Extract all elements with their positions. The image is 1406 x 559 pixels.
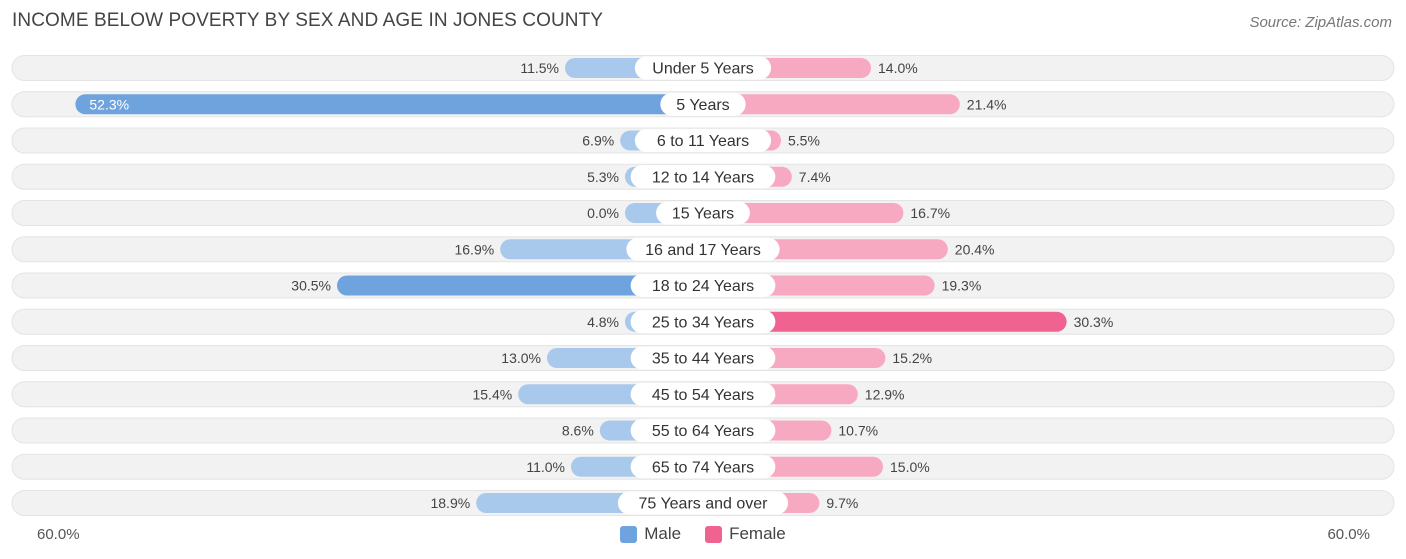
value-label-male: 0.0% [587,205,619,221]
category-pill [634,129,772,152]
category-pill [630,382,776,406]
value-label-female: 10.7% [838,423,878,439]
value-label-female: 9.7% [826,495,858,511]
value-label-male: 6.9% [582,133,614,149]
bar-female [703,311,1067,332]
category-label: 45 to 54 Years [652,387,754,404]
category-pill [630,274,776,297]
category-pill [630,455,776,479]
category-label: 25 to 34 Years [652,314,754,331]
category-label: Under 5 Years [652,61,753,78]
value-label-male: 52.3% [89,96,129,112]
category-label: 55 to 64 Years [652,423,754,440]
value-label-male: 4.8% [587,314,619,330]
bar-female [703,94,960,115]
category-pill [626,237,780,261]
legend-swatch-female [705,525,723,543]
legend-item-male[interactable]: Male [620,524,681,544]
category-pill [660,92,746,116]
legend-label-male: Male [644,524,682,543]
value-label-female: 12.9% [865,386,905,402]
category-pill [617,491,789,515]
value-label-male: 18.9% [430,495,470,511]
value-label-male: 8.6% [562,423,594,439]
bar-male [75,94,703,115]
category-pill [656,201,750,225]
bar-male [337,275,703,296]
value-label-female: 21.4% [967,96,1007,112]
category-pill [634,56,772,80]
category-label: 12 to 14 Years [652,169,754,186]
value-label-male: 16.9% [454,241,494,257]
category-label: 18 to 24 Years [652,278,754,295]
category-label: 35 to 44 Years [652,351,754,368]
category-label: 15 Years [672,206,734,223]
legend: Male Female [0,524,1406,544]
axis-left-label: 60.0% [37,526,80,543]
chart-title: INCOME BELOW POVERTY BY SEX AND AGE IN J… [12,10,604,31]
value-label-female: 15.0% [890,459,930,475]
value-label-male: 30.5% [291,278,331,294]
value-label-male: 13.0% [501,350,541,366]
category-label: 75 Years and over [639,496,769,513]
legend-item-female[interactable]: Female [705,524,786,544]
value-label-female: 5.5% [788,133,820,149]
value-label-male: 11.5% [520,60,559,76]
category-label: 6 to 11 Years [657,133,749,150]
category-pill [630,310,776,334]
value-label-female: 16.7% [910,205,950,221]
value-label-male: 11.0% [526,459,565,475]
legend-label-female: Female [729,524,786,543]
value-label-male: 15.4% [472,386,512,402]
value-label-female: 7.4% [799,169,831,185]
bar-female [703,203,904,223]
value-label-male: 5.3% [587,169,619,185]
axis-right-label: 60.0% [1327,526,1370,543]
category-pill [630,165,776,189]
value-label-female: 19.3% [942,278,982,294]
source-label: Source: ZipAtlas.com [1249,14,1392,31]
category-pill [630,419,776,442]
value-label-female: 15.2% [892,350,932,366]
category-label: 65 to 74 Years [652,459,754,476]
legend-swatch-male [620,525,638,543]
value-label-female: 20.4% [955,241,995,257]
value-label-female: 30.3% [1074,314,1114,330]
category-label: 5 Years [676,97,729,114]
value-label-female: 14.0% [878,60,918,76]
category-label: 16 and 17 Years [645,242,761,259]
chart-svg: 11.5% 14.0% Under 5 Years 52.3% 21.4% 5 Years… [11,55,1395,516]
category-pill [630,346,776,370]
